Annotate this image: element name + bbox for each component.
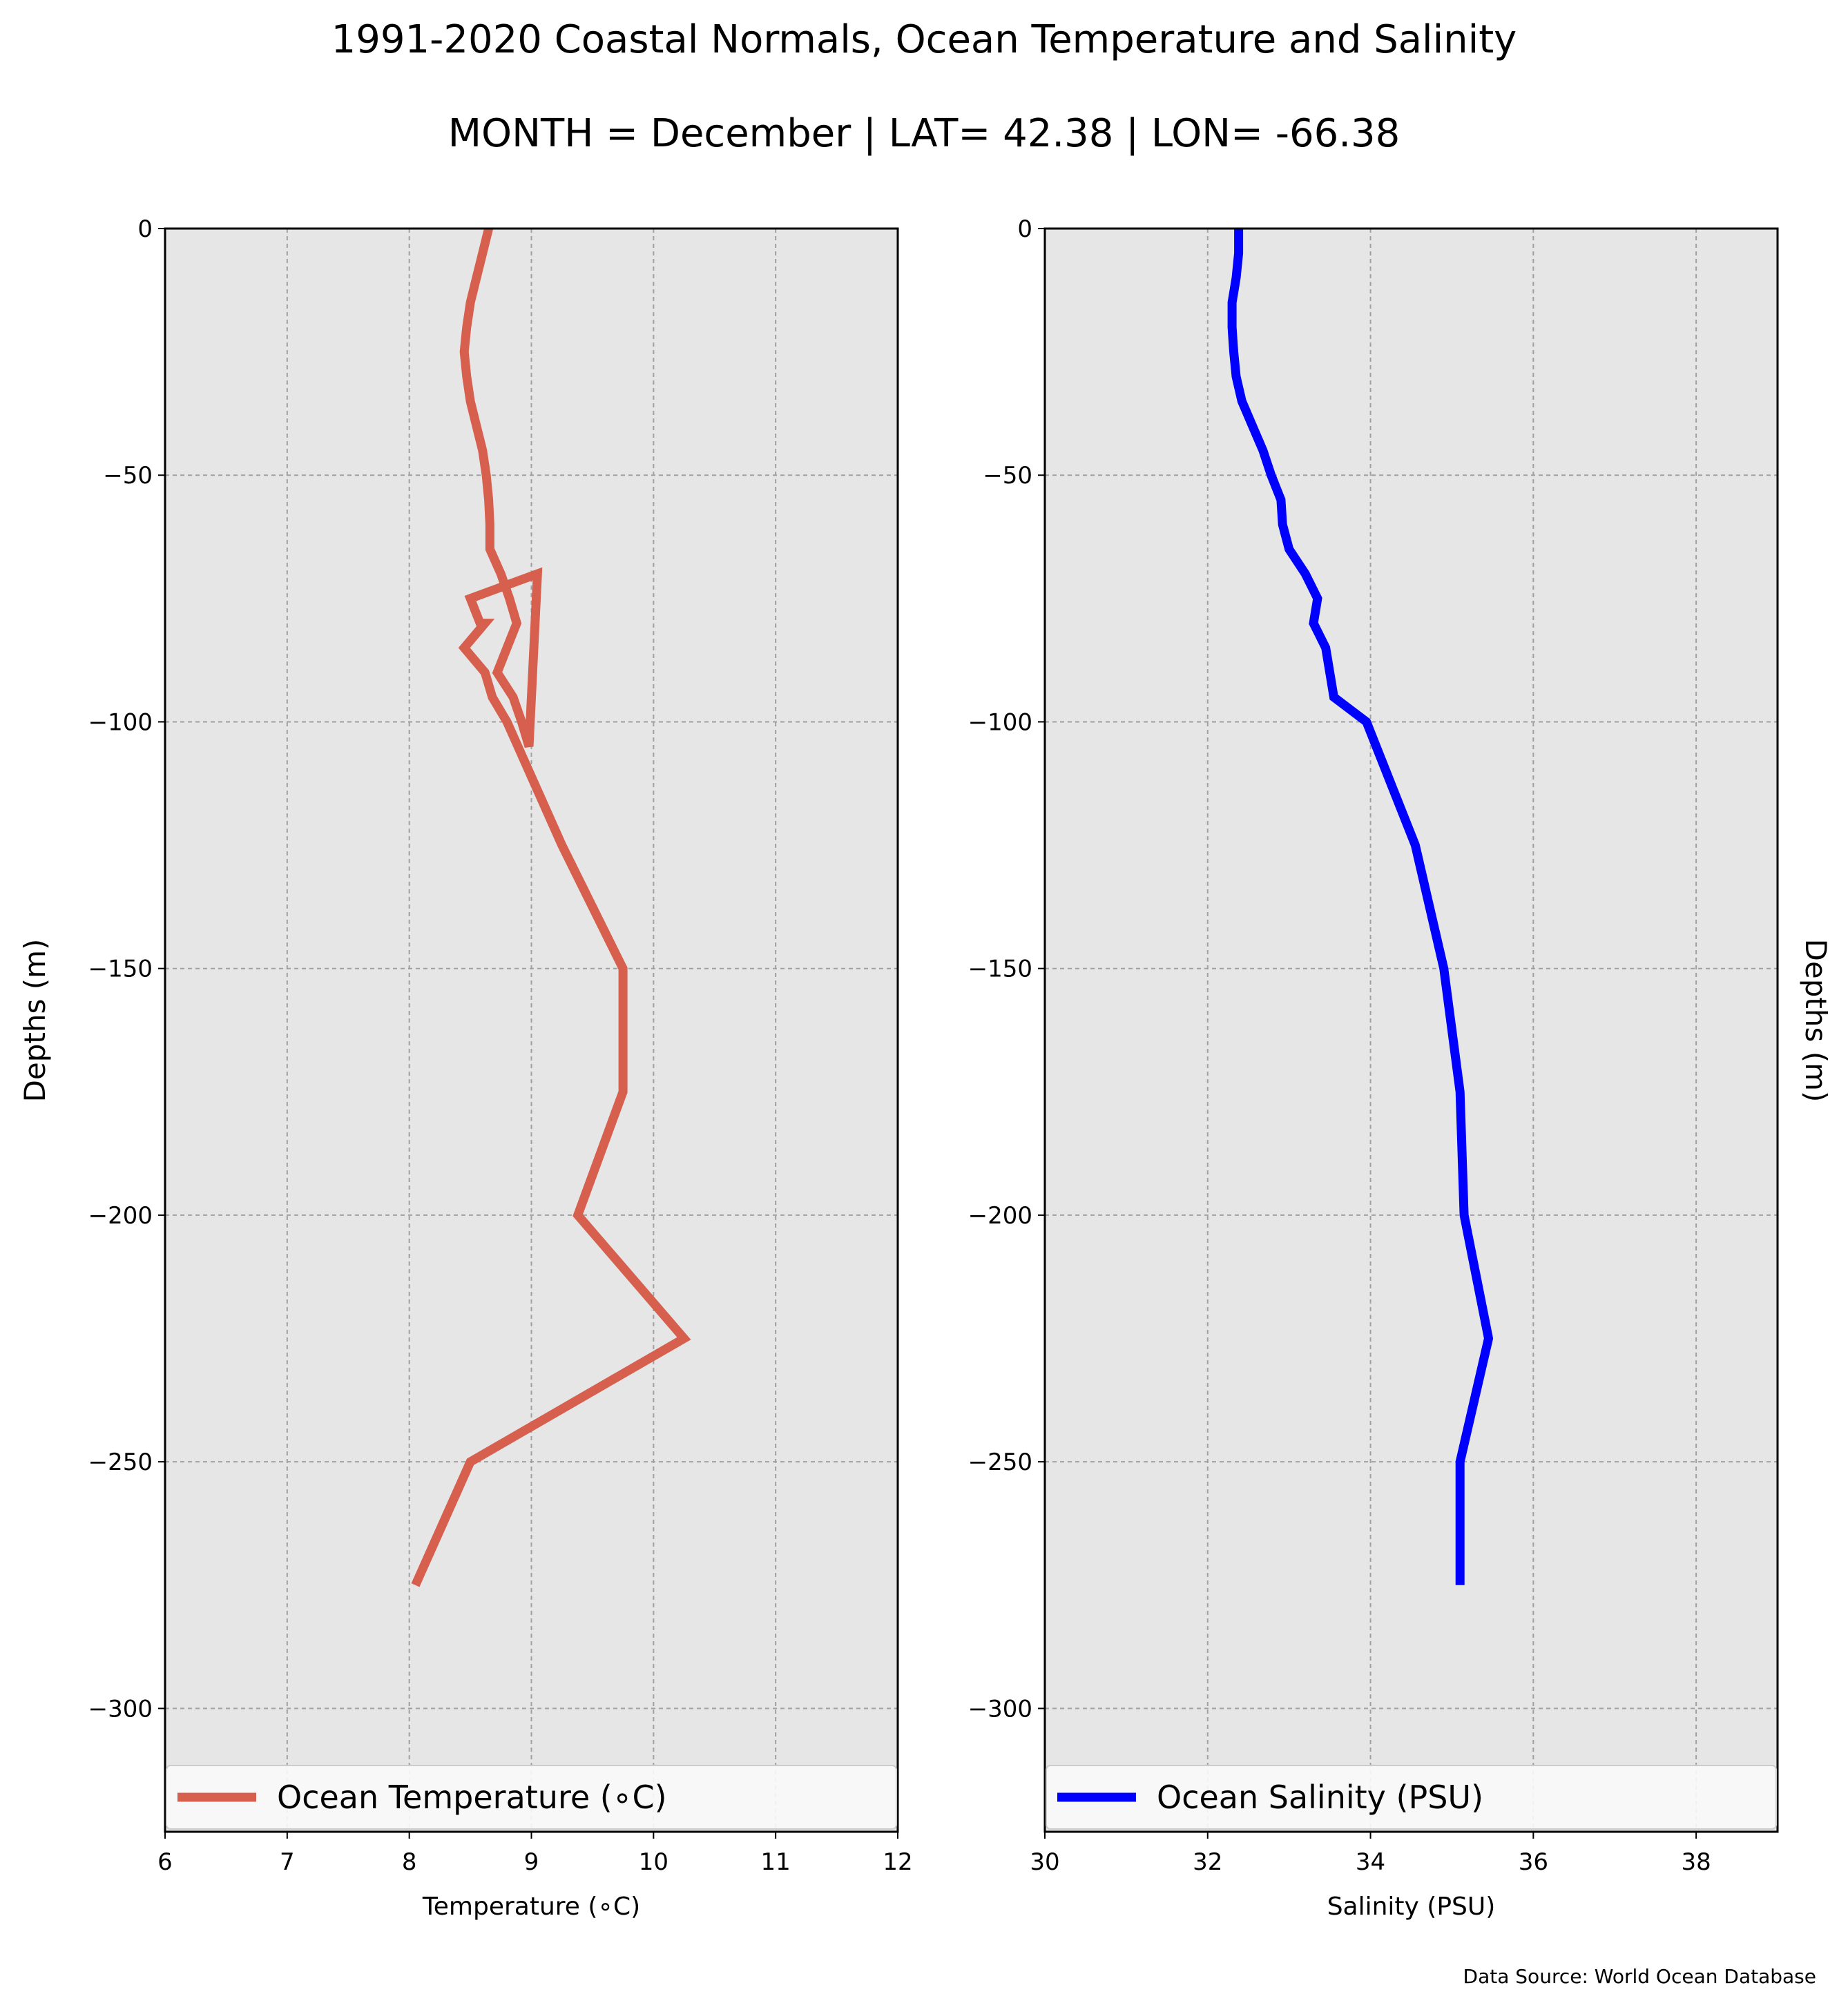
salinity-plot-area bbox=[1045, 229, 1778, 1832]
temperature-panel: 6 7 8 9 10 11 12 0 −50 −100 −150 −200 −250 −300 Ocean … bbox=[88, 215, 913, 1921]
temperature-y-tick-label: 0 bbox=[137, 215, 153, 243]
temperature-y-tick-label: −200 bbox=[88, 1202, 153, 1230]
temperature-x-axis-label: Temperature (∘C) bbox=[422, 1893, 640, 1921]
salinity-y-tick-label: −50 bbox=[983, 462, 1032, 490]
temperature-axes-frame bbox=[164, 227, 899, 1833]
salinity-x-tick-label: 32 bbox=[1193, 1848, 1222, 1876]
salinity-panel: 30 32 34 36 38 0 −50 −100 −150 −200 −250 −300 Ocean … bbox=[968, 215, 1779, 1921]
salinity-y-tick-label: −250 bbox=[968, 1449, 1032, 1476]
salinity-legend-label: Ocean Salinity (PSU) bbox=[1157, 1779, 1483, 1816]
temperature-legend-box bbox=[166, 1765, 897, 1830]
temperature-x-tick-label: 6 bbox=[157, 1848, 173, 1876]
temperature-y-tick-label: −250 bbox=[88, 1449, 153, 1476]
salinity-x-tick-label: 34 bbox=[1356, 1848, 1385, 1876]
salinity-y-tick-label: −300 bbox=[968, 1695, 1032, 1723]
salinity-axes-frame bbox=[1043, 227, 1779, 1833]
salinity-x-tick-label: 38 bbox=[1681, 1848, 1711, 1876]
temperature-x-tick-label: 7 bbox=[280, 1848, 295, 1876]
temperature-x-tick-label: 12 bbox=[883, 1848, 912, 1876]
temperature-y-tick-label: −150 bbox=[88, 956, 153, 983]
data-source-note: Data Source: World Ocean Database bbox=[1463, 1965, 1816, 1988]
right-y-axis-label: Depths (m) bbox=[1799, 939, 1833, 1103]
salinity-y-tick-label: −150 bbox=[968, 956, 1032, 983]
salinity-y-tick-label: −200 bbox=[968, 1202, 1032, 1230]
salinity-y-tick-label: 0 bbox=[1017, 215, 1032, 243]
salinity-series-line bbox=[1227, 229, 1494, 1585]
temperature-legend-label: Ocean Temperature (∘C) bbox=[277, 1779, 667, 1816]
temperature-y-tick-label: −100 bbox=[88, 708, 153, 736]
salinity-y-tick-label: −100 bbox=[968, 708, 1032, 736]
temperature-y-tick-label: −300 bbox=[88, 1695, 153, 1723]
temperature-series-line bbox=[411, 227, 691, 1587]
chart-subtitle: MONTH = December | LAT= 42.38 | LON= -66… bbox=[448, 111, 1401, 156]
temperature-y-tick-label: −50 bbox=[103, 462, 153, 490]
salinity-legend-box bbox=[1046, 1765, 1777, 1830]
left-y-axis-label: Depths (m) bbox=[18, 939, 52, 1103]
salinity-x-axis-label: Salinity (PSU) bbox=[1327, 1893, 1496, 1921]
temperature-x-tick-label: 10 bbox=[639, 1848, 668, 1876]
temperature-x-tick-label: 11 bbox=[761, 1848, 791, 1876]
salinity-x-tick-label: 30 bbox=[1030, 1848, 1059, 1876]
temperature-x-tick-label: 9 bbox=[524, 1848, 539, 1876]
salinity-x-tick-label: 36 bbox=[1519, 1848, 1548, 1876]
chart-title: 1991-2020 Coastal Normals, Ocean Tempera… bbox=[331, 17, 1517, 62]
temperature-x-tick-label: 8 bbox=[402, 1848, 417, 1876]
